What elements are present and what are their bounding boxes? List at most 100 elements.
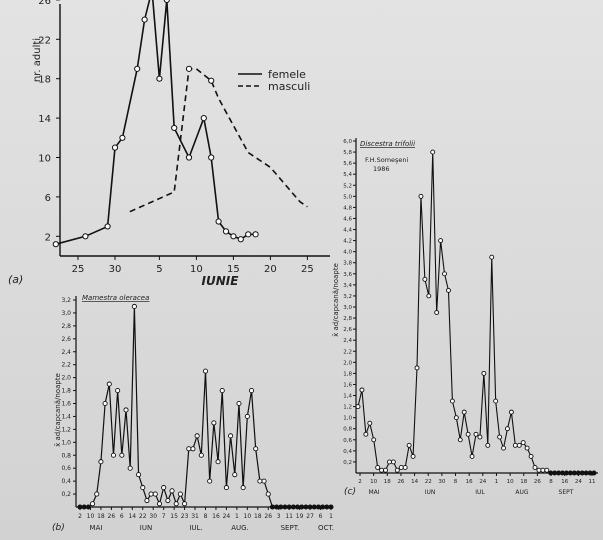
data-point-b [156,501,163,507]
data-point-b [261,478,267,484]
y-tick-label-c: 0,8 [343,427,352,433]
y-tick-label-c: 2,6 [343,327,352,333]
series-line-b [80,306,331,508]
data-point-b [161,485,167,491]
data-point-femele [104,223,111,230]
data-point-c [512,442,518,448]
data-point-c [477,434,483,440]
data-point-c [544,467,550,473]
y-tick-label-c: 5,2 [343,183,352,189]
data-point-b [244,413,250,419]
y-tick-label-c: 6,0 [343,139,352,145]
data-point-c [453,415,459,421]
data-point-b [102,400,108,407]
data-point-c [524,445,530,451]
y-tick-label-b: 0,6 [61,465,71,472]
x-tick-label-b: 14 [128,513,136,520]
data-point-c [556,470,562,476]
month-label-b: SEPT. [281,524,300,532]
x-tick-label-c: 16 [561,479,568,485]
data-point-c [449,398,455,404]
data-point-c [465,431,471,437]
x-tick-label-a: 15 [227,264,240,275]
data-point-masculi [208,77,215,84]
data-point-b [165,497,171,504]
data-point-b [236,400,242,407]
x-label-a: IUNIE [202,274,240,288]
x-tick-label-b: 24 [223,513,231,520]
x-tick-label-c: 24 [575,479,582,485]
data-point-b [211,420,217,426]
data-point-b [98,459,104,465]
month-label-b: IUL. [189,524,202,532]
data-point-b [169,488,175,494]
x-tick-label-a: 25 [301,264,314,275]
data-point-b [324,504,330,510]
x-tick-label-c: 18 [520,479,527,485]
y-tick-label-a: 2 [45,232,51,243]
data-point-b [219,388,225,394]
y-tick-label-b: 2,8 [61,323,71,330]
y-tick-label-c: 5,6 [343,161,352,167]
y-tick-label-c: 0,4 [343,449,352,455]
legend-label-masculi: masculi [268,80,310,93]
data-point-b [131,303,137,310]
y-tick-label-b: 1,8 [61,388,71,395]
x-tick-label-b: 8 [204,513,208,520]
data-point-b [198,452,204,458]
data-point-b [320,504,326,510]
x-tick-label-b: 10 [244,513,252,520]
y-tick-label-c: 4,0 [343,250,352,256]
data-point-c [532,465,538,470]
x-tick-label-b: 18 [254,513,262,520]
data-point-b [269,504,275,510]
month-label-c: AUG [515,489,528,496]
data-point-c [383,467,388,473]
data-point-b [94,491,100,497]
panel-c: 0,2 0,4 0,6 0,8 1,0 1,2 1,4 1,6 1,8 2,0 2,2 2,4 2,6 2… [332,138,598,497]
data-point-c [520,440,526,446]
panel-label-c: (c) [344,487,356,497]
y-tick-label-c: 5,0 [343,194,352,200]
x-tick-label-b: 6 [319,513,323,520]
data-point-c [414,365,420,371]
data-point-c [359,387,365,393]
data-point-c [564,470,569,476]
data-point-femele [52,241,59,248]
data-point-b [186,446,192,452]
x-tick-label-b: 26 [108,513,116,520]
data-point-b [127,465,133,471]
title-b: Mamestra oleracea [82,294,149,302]
data-point-b [81,504,87,510]
data-point-c [457,437,463,443]
y-tick-label-a: 22 [38,35,51,46]
x-tick-label-a: 30 [109,264,122,275]
data-point-femele [222,228,230,235]
y-tick-label-c: 2,0 [343,360,352,366]
x-tick-label-b: 15 [170,513,178,520]
month-label-c: MAI [368,489,379,496]
x-tick-label-b: 11 [285,513,293,520]
data-point-b [274,504,280,510]
y-tick-label-b: 3,0 [61,310,71,317]
data-point-femele [82,233,89,240]
data-point-femele [215,218,222,225]
data-point-c [567,470,573,476]
y-label-c: x̄ ad/capcană/noapte [332,263,340,337]
data-point-b [173,501,179,507]
data-point-b [299,504,305,510]
data-point-c [469,453,475,459]
x-tick-label-a: 25 [72,264,85,275]
data-point-femele [134,65,141,72]
x-tick-label-b: 1 [235,513,239,520]
month-label-b: IUN [140,524,152,532]
y-tick-label-b: 2,0 [61,375,71,382]
data-point-c [575,470,581,476]
data-point-c [355,404,361,410]
data-point-c [371,437,377,443]
data-point-b [190,446,196,452]
data-point-b [119,452,125,458]
data-point-b [311,504,317,510]
